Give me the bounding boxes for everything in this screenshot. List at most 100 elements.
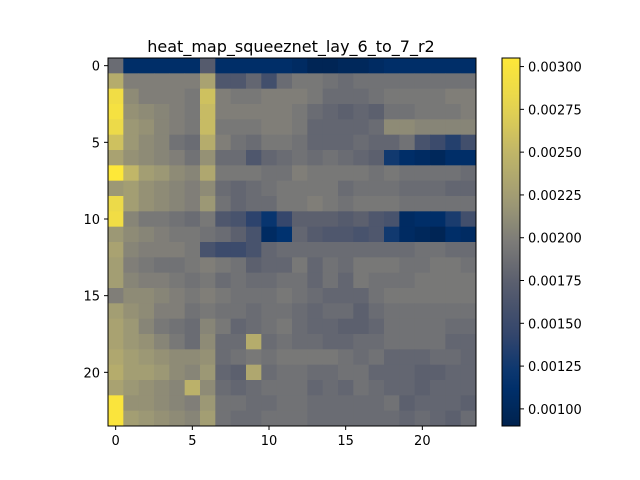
heatmap-cell — [123, 364, 140, 381]
heatmap-cell — [154, 88, 170, 105]
heatmap-cell — [261, 196, 278, 212]
heatmap-cell — [246, 134, 262, 151]
heatmap-cell — [353, 303, 370, 320]
heatmap-cell — [353, 380, 370, 396]
heatmap-cell — [445, 196, 462, 212]
heatmap-cell — [108, 134, 124, 151]
heatmap-cell — [230, 334, 247, 350]
heatmap-cell — [246, 318, 262, 335]
heatmap-cell — [184, 303, 201, 320]
heatmap-cell — [154, 119, 170, 136]
heatmap-cell — [169, 226, 186, 243]
heatmap-cell — [460, 134, 477, 151]
heatmap-cell — [460, 242, 477, 258]
heatmap-cell — [414, 272, 431, 289]
colorbar-tick-label: 0.00200 — [528, 232, 582, 247]
heatmap-cell — [368, 104, 385, 120]
heatmap-cell — [246, 150, 262, 166]
heatmap-cell — [276, 196, 293, 212]
heatmap-cell — [184, 288, 201, 304]
heatmap-cell — [246, 165, 262, 182]
heatmap-cell — [184, 211, 201, 228]
heatmap-cell — [276, 380, 293, 396]
heatmap-cell — [292, 58, 308, 74]
heatmap-cell — [276, 119, 293, 136]
heatmap-cell — [445, 334, 462, 350]
heatmap-cell — [138, 58, 155, 74]
heatmap-cell — [399, 334, 416, 350]
heatmap-cell — [292, 196, 308, 212]
heatmap-cell — [276, 226, 293, 243]
heatmap-cell — [261, 119, 278, 136]
heatmap-cell — [322, 242, 339, 258]
heatmap-cell — [445, 211, 462, 228]
heatmap-cell — [445, 410, 462, 427]
heatmap-cell — [307, 196, 324, 212]
heatmap-cell — [154, 364, 170, 381]
heatmap-cell — [154, 272, 170, 289]
heatmap-cell — [138, 119, 155, 136]
heatmap-cell — [154, 226, 170, 243]
heatmap-cell — [230, 226, 247, 243]
heatmap-cell — [215, 257, 232, 274]
heatmap-cell — [292, 134, 308, 151]
heatmap-cell — [138, 380, 155, 396]
heatmap-cell — [399, 150, 416, 166]
x-tick-label: 20 — [414, 434, 431, 449]
heatmap-cell — [399, 395, 416, 412]
heatmap-cell — [414, 150, 431, 166]
heatmap-cell — [322, 104, 339, 120]
heatmap-cell — [276, 257, 293, 274]
heatmap-cell — [414, 410, 431, 427]
heatmap-cell — [215, 303, 232, 320]
heatmap-cell — [384, 73, 400, 90]
heatmap-cell — [184, 180, 201, 197]
heatmap-cell — [338, 134, 354, 151]
heatmap-cell — [322, 180, 339, 197]
heatmap-cell — [230, 242, 247, 258]
heatmap-cell — [215, 349, 232, 366]
heatmap-cell — [138, 272, 155, 289]
heatmap-cell — [184, 104, 201, 120]
heatmap-cell — [307, 150, 324, 166]
heatmap-cell — [353, 88, 370, 105]
heatmap-cell — [292, 165, 308, 182]
heatmap-cell — [215, 119, 232, 136]
heatmap-cell — [430, 196, 446, 212]
heatmap-cell — [353, 196, 370, 212]
heatmap-cell — [353, 410, 370, 427]
heatmap-cell — [138, 104, 155, 120]
heatmap-cell — [414, 349, 431, 366]
heatmap-cell — [430, 226, 446, 243]
heatmap-cell — [353, 211, 370, 228]
heatmap-cell — [200, 196, 216, 212]
heatmap-cell — [399, 272, 416, 289]
heatmap-cell — [261, 349, 278, 366]
heatmap-cell — [123, 257, 140, 274]
heatmap-cell — [276, 303, 293, 320]
heatmap-cell — [108, 104, 124, 120]
heatmap-cell — [445, 257, 462, 274]
heatmap-cell — [353, 104, 370, 120]
heatmap-cell — [430, 288, 446, 304]
heatmap-cell — [384, 395, 400, 412]
heatmap-cell — [200, 334, 216, 350]
heatmap-cell — [123, 211, 140, 228]
heatmap-cell — [307, 242, 324, 258]
heatmap-cell — [292, 318, 308, 335]
heatmap-cell — [368, 380, 385, 396]
heatmap-cell — [200, 395, 216, 412]
heatmap-cell — [460, 165, 477, 182]
heatmap-cell — [368, 73, 385, 90]
heatmap-cell — [460, 364, 477, 381]
heatmap-cell — [276, 150, 293, 166]
heatmap-cell — [292, 88, 308, 105]
colorbar-tick-label: 0.00100 — [528, 403, 582, 418]
heatmap-cell — [460, 104, 477, 120]
heatmap-cell — [169, 119, 186, 136]
heatmap-cell — [215, 58, 232, 74]
heatmap-cell — [246, 364, 262, 381]
heatmap-cell — [399, 88, 416, 105]
heatmap-cell — [123, 88, 140, 105]
heatmap-cell — [108, 165, 124, 182]
